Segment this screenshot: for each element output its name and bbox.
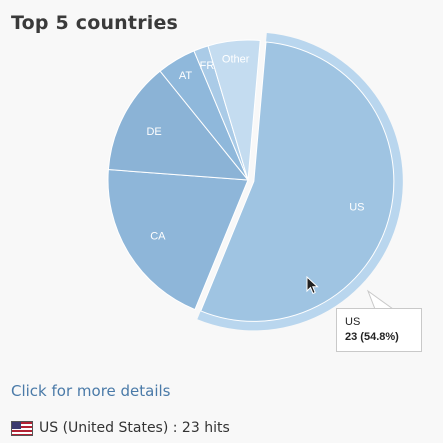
- chart-tooltip: US 23 (54.8%): [336, 308, 422, 352]
- us-flag-icon: [11, 420, 33, 436]
- pie-slice-ca[interactable]: [107, 169, 249, 311]
- hits-summary: US (United States) : 23 hits: [11, 420, 230, 436]
- slice-label-us: US: [349, 201, 364, 213]
- pie-chart[interactable]: US CA DE AT FR Other: [0, 0, 443, 380]
- slice-label-fr: FR: [200, 60, 215, 72]
- pie-slice-us[interactable]: [200, 41, 395, 322]
- tooltip-pointer: [366, 289, 395, 310]
- pie-slice-other[interactable]: [207, 39, 261, 181]
- slice-label-de: DE: [146, 126, 161, 138]
- more-details-link[interactable]: Click for more details: [11, 382, 171, 400]
- slice-label-at: AT: [179, 70, 193, 82]
- slice-label-ca: CA: [150, 231, 166, 243]
- tooltip-label: US: [345, 316, 361, 328]
- chart-title: Top 5 countries: [11, 12, 179, 34]
- pie-slice-de[interactable]: [107, 70, 250, 181]
- tooltip-value: 23 (54.8%): [345, 331, 399, 343]
- mouse-pointer-icon: [306, 276, 319, 295]
- slice-label-other: Other: [222, 54, 250, 66]
- hits-text: US (United States) : 23 hits: [39, 420, 230, 436]
